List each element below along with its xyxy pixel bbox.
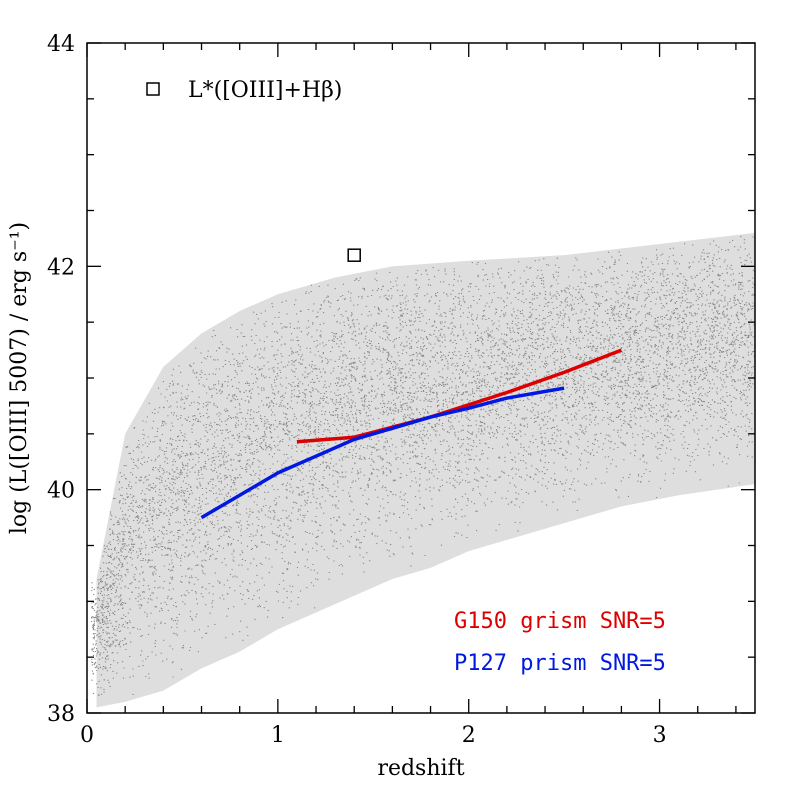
y-tick-label: 40 (47, 479, 75, 504)
lstar-marker-square (347, 248, 361, 262)
series-line-0 (296, 348, 623, 444)
scatter-points (90, 236, 755, 696)
x-tick-label: 3 (653, 723, 667, 748)
plot-background (87, 43, 755, 713)
x-tick-label: 0 (80, 723, 94, 748)
annotation-label: L*([OIII]+Hβ) (188, 78, 342, 103)
series-lines (200, 348, 623, 520)
legend-entry-p127: P127 prism SNR=5 (454, 651, 666, 676)
point-cloud-density (96, 232, 755, 708)
annotation-key: L*([OIII]+Hβ) (146, 78, 342, 103)
annotation-square-icon (146, 82, 160, 96)
y-tick-label: 42 (47, 255, 75, 280)
x-tick-label: 1 (271, 723, 285, 748)
legend-entry-g150: G150 grism SNR=5 (454, 609, 666, 634)
series-line-1 (200, 386, 565, 520)
marker-layer (347, 248, 361, 262)
y-tick-label: 44 (47, 32, 75, 57)
axis-ticks (86, 42, 755, 714)
tick-labels: 0 1 2 3 38 40 42 44 (47, 32, 667, 748)
point-cloud (90, 232, 755, 708)
x-axis-title: redshift (377, 756, 464, 781)
y-axis-title: log (L([OIII] 5007) / erg s⁻¹) (7, 222, 32, 534)
y-tick-label: 38 (47, 702, 75, 727)
legend: G150 grism SNR=5 P127 prism SNR=5 (454, 609, 666, 676)
x-tick-label: 2 (462, 723, 476, 748)
